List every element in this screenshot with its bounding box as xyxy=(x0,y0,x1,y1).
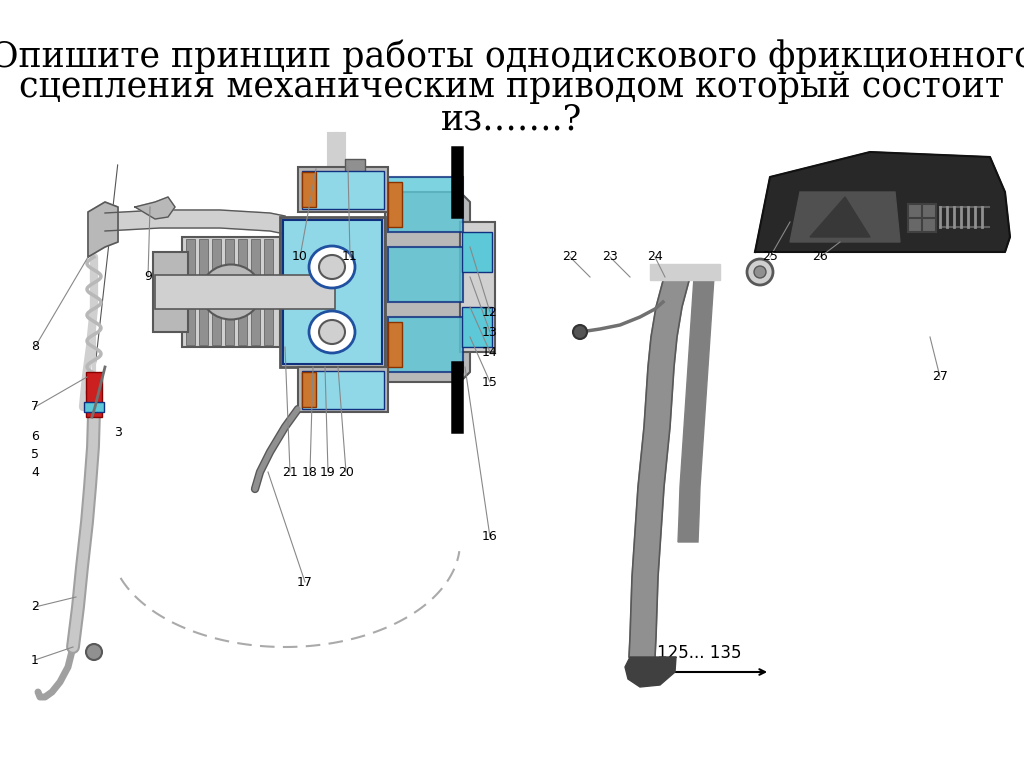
Text: сцепления механическим приводом который состоит: сцепления механическим приводом который … xyxy=(19,70,1005,104)
Text: 5: 5 xyxy=(31,447,39,460)
Bar xyxy=(302,371,384,409)
Polygon shape xyxy=(810,197,870,237)
Bar xyxy=(86,372,102,417)
Polygon shape xyxy=(88,202,118,257)
Ellipse shape xyxy=(319,255,345,279)
Ellipse shape xyxy=(309,311,355,353)
Text: 8: 8 xyxy=(31,341,39,354)
Text: 17: 17 xyxy=(297,575,313,588)
Bar xyxy=(302,171,384,209)
Circle shape xyxy=(86,644,102,660)
Polygon shape xyxy=(650,264,720,280)
Polygon shape xyxy=(755,152,1010,252)
Text: 20: 20 xyxy=(338,466,354,479)
Polygon shape xyxy=(105,210,285,234)
Bar xyxy=(212,239,221,345)
Polygon shape xyxy=(135,197,175,219)
Bar xyxy=(298,367,388,412)
Text: из…….?: из…….? xyxy=(441,102,583,136)
Polygon shape xyxy=(678,277,714,542)
Text: 27: 27 xyxy=(932,370,948,384)
Text: 22: 22 xyxy=(562,251,578,264)
Bar xyxy=(283,220,382,364)
Text: 12: 12 xyxy=(482,305,498,318)
Bar xyxy=(186,239,195,345)
Bar xyxy=(908,204,936,232)
Polygon shape xyxy=(385,192,470,382)
Bar xyxy=(388,247,463,302)
Text: 23: 23 xyxy=(602,251,617,264)
Circle shape xyxy=(746,259,773,285)
Polygon shape xyxy=(790,192,900,242)
Circle shape xyxy=(754,266,766,278)
Text: 14: 14 xyxy=(482,345,498,358)
Polygon shape xyxy=(629,277,690,657)
Text: 4: 4 xyxy=(31,466,39,479)
Circle shape xyxy=(573,325,587,339)
Text: 15: 15 xyxy=(482,376,498,389)
Bar xyxy=(155,275,335,309)
Bar xyxy=(302,372,316,407)
Text: 13: 13 xyxy=(482,325,498,338)
Ellipse shape xyxy=(309,246,355,288)
Text: 11: 11 xyxy=(342,251,357,264)
Bar xyxy=(388,322,402,367)
Bar xyxy=(280,217,385,367)
Text: 21: 21 xyxy=(283,466,298,479)
Text: 10: 10 xyxy=(292,251,308,264)
Polygon shape xyxy=(625,657,676,687)
Bar xyxy=(388,317,463,372)
Bar xyxy=(388,182,402,227)
Text: 26: 26 xyxy=(812,251,827,264)
Bar xyxy=(251,239,260,345)
Text: 3: 3 xyxy=(114,426,122,439)
Text: 7: 7 xyxy=(31,400,39,413)
Bar xyxy=(153,252,188,332)
Bar xyxy=(388,177,463,232)
Text: 2: 2 xyxy=(31,601,39,614)
Text: 1: 1 xyxy=(31,653,39,667)
Bar xyxy=(302,172,316,207)
Bar xyxy=(84,402,104,412)
Bar xyxy=(238,239,247,345)
Text: 25: 25 xyxy=(762,251,778,264)
Bar xyxy=(182,237,280,347)
Bar xyxy=(298,167,388,212)
Bar xyxy=(264,239,273,345)
Bar xyxy=(462,307,492,347)
Bar xyxy=(460,222,495,352)
Text: 24: 24 xyxy=(647,251,663,264)
Bar xyxy=(225,239,234,345)
Text: 6: 6 xyxy=(31,430,39,443)
Text: Опишите принцип работы однодискового фрикционного: Опишите принцип работы однодискового фри… xyxy=(0,40,1024,74)
Text: 19: 19 xyxy=(321,466,336,479)
Text: 9: 9 xyxy=(144,271,152,284)
Bar xyxy=(199,239,208,345)
Text: 18: 18 xyxy=(302,466,317,479)
Text: 125... 135: 125... 135 xyxy=(656,644,741,662)
Ellipse shape xyxy=(319,320,345,344)
Text: 16: 16 xyxy=(482,531,498,544)
Bar xyxy=(462,232,492,272)
Ellipse shape xyxy=(201,265,261,320)
Bar xyxy=(345,159,365,177)
